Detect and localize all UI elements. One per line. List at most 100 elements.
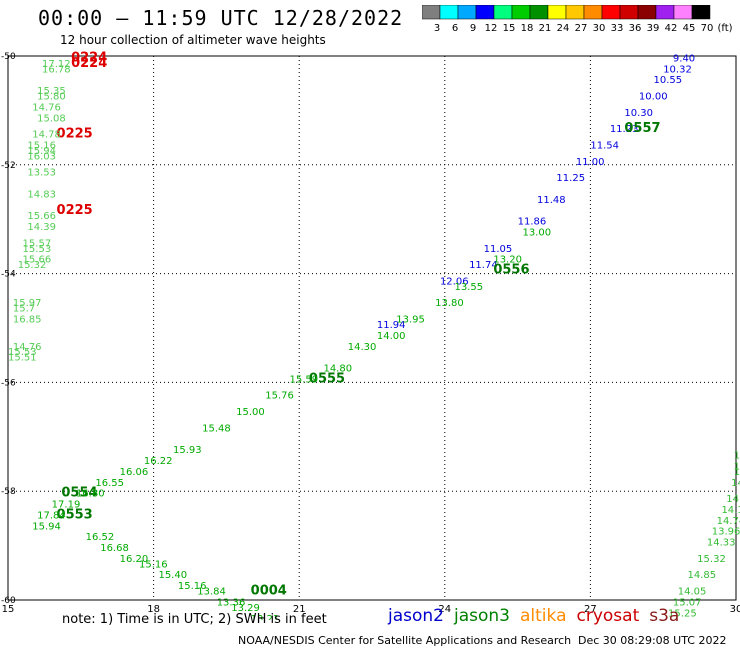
wave-height-point: 15.32: [697, 554, 726, 565]
wave-height-point: 16.06: [120, 467, 149, 478]
wave-height-point: 16.03: [27, 151, 56, 162]
wave-height-point: 15.16: [178, 581, 207, 592]
wave-height-point: 15.59: [289, 374, 318, 385]
wave-height-point: 17.84: [37, 510, 66, 521]
wave-height-point: 14.05: [678, 587, 707, 598]
wave-height-point: 12.06: [440, 276, 469, 287]
wave-height-point: 15.40: [158, 570, 187, 581]
wave-height-point: 16.55: [95, 478, 124, 489]
colorbar-label: 39: [647, 23, 660, 34]
pass-time-label: 0224: [71, 56, 107, 71]
wave-height-point: 13: [734, 451, 740, 462]
pass-time-label: 0554: [61, 486, 97, 501]
wave-height-point: 11.25: [556, 173, 585, 184]
wave-height-point: 13.95: [396, 315, 425, 326]
wave-height-point: 11.05: [484, 244, 513, 255]
wave-height-point: 11.74: [469, 260, 498, 271]
wave-height-point: 15.25: [668, 608, 697, 619]
wave-height-point: 14.76: [13, 342, 42, 353]
wave-height-point: 10.30: [624, 108, 653, 119]
wave-height-point: 15.35: [37, 86, 66, 97]
wave-height-point: 10.55: [653, 75, 682, 86]
wave-height-point: 11.23: [610, 124, 639, 135]
wave-height-point: 15.76: [265, 391, 294, 402]
wave-height-point: 15.16: [27, 140, 56, 151]
colorbar-label: 6: [452, 23, 458, 34]
pass-time-label: 0556: [493, 263, 529, 278]
wave-height-point: 14.02: [726, 494, 740, 505]
wave-height-point: 13.00: [522, 228, 551, 239]
pass-time-label: 0553: [57, 507, 93, 522]
wave-height-point: 14.74: [717, 516, 740, 527]
x-tick-label: 24: [438, 604, 451, 615]
y-tick-label: -60: [1, 596, 16, 606]
wave-height-point: 10.00: [639, 92, 668, 103]
wave-height-point: 11.94: [377, 320, 406, 331]
pass-time-label: 0555: [309, 371, 345, 386]
wave-height-point: 11.86: [518, 217, 547, 228]
wave-height-point: 15.53: [23, 244, 52, 255]
wave-height-point: 15.71: [658, 619, 687, 620]
wave-height-point: 15.48: [202, 423, 231, 434]
colorbar-label: 70: [701, 23, 714, 34]
colorbar-label: 42: [665, 23, 678, 34]
x-tick-label: 27: [584, 604, 597, 615]
wave-height-point: 15.08: [37, 113, 66, 124]
legend-item-jason2: jason2: [388, 606, 444, 626]
footnote: note: 1) Time is in UTC; 2) SWH is in fe…: [62, 612, 327, 627]
wave-height-point: 15.07: [673, 597, 702, 608]
colorbar-label: (ft): [717, 23, 732, 34]
wave-height-point: 14.39: [27, 222, 56, 233]
wave-height-point: 16.80: [76, 489, 105, 500]
x-tick-label: 21: [293, 604, 306, 615]
y-tick-label: -50: [1, 52, 16, 62]
wave-height-point: 13.96: [712, 527, 740, 538]
wave-height-point: 16.78: [42, 64, 71, 75]
colorbar-swatch: [691, 5, 711, 20]
satellite-legend: jason2 jason3 altika cryosat s3a: [388, 606, 689, 626]
plot-frame: [7, 55, 737, 601]
wave-height-point: 10.32: [663, 64, 692, 75]
wave-height-point: 13.80: [435, 298, 464, 309]
wave-height-point: 13.55: [455, 282, 484, 293]
wave-height-point: 13.20: [493, 255, 522, 266]
x-tick-label: 15: [2, 604, 15, 615]
wave-height-point: 15.53: [8, 347, 37, 358]
wave-height-point: 14.11: [721, 505, 740, 516]
legend-item-cryosat: cryosat: [576, 606, 640, 626]
wave-height-point: 14.80: [323, 364, 352, 375]
wave-height-point: 17.19: [52, 500, 81, 511]
wave-height-point: 15.66: [23, 255, 52, 266]
wave-height-point: 14.8: [731, 478, 740, 489]
wave-height-point: 14.76: [32, 102, 61, 113]
pass-time-label: 0004: [251, 584, 287, 599]
y-tick-label: -58: [1, 487, 16, 497]
colorbar-label: 12: [485, 23, 498, 34]
legend-item-jason3: jason3: [454, 606, 510, 626]
wave-height-point: 13.36: [217, 597, 246, 608]
wave-height-point: 16.20: [120, 554, 149, 565]
wave-height-point: 11.54: [590, 140, 619, 151]
wave-height-point: 15.51: [8, 353, 37, 364]
colorbar-label: 21: [539, 23, 552, 34]
wave-height-point: 13.29: [231, 603, 260, 614]
wave-height-point: 15.57: [23, 238, 52, 249]
colorbar-label: 18: [521, 23, 534, 34]
chart-title: 00:00 – 11:59 UTC 12/28/2022: [38, 6, 404, 30]
x-tick-label: 18: [147, 604, 160, 615]
wave-height-point: 15.94: [27, 146, 56, 157]
wave-height-point: 16.52: [86, 532, 115, 543]
colorbar-label: 27: [575, 23, 588, 34]
wave-height-point: 16.68: [100, 543, 129, 554]
wave-height-point: 17.12: [42, 59, 71, 70]
colorbar-label: 33: [611, 23, 624, 34]
wave-height-point: 13.84: [197, 587, 226, 598]
pass-time-label: 0224: [71, 50, 107, 65]
wave-height-point: 15.16: [139, 559, 168, 570]
y-tick-label: -56: [1, 378, 16, 388]
legend-item-s3a: s3a: [649, 606, 680, 626]
y-tick-label: -54: [1, 270, 16, 280]
wave-height-point: 15.93: [173, 445, 202, 456]
y-tick-label: -52: [1, 161, 16, 171]
pass-time-label: 0225: [57, 127, 93, 142]
